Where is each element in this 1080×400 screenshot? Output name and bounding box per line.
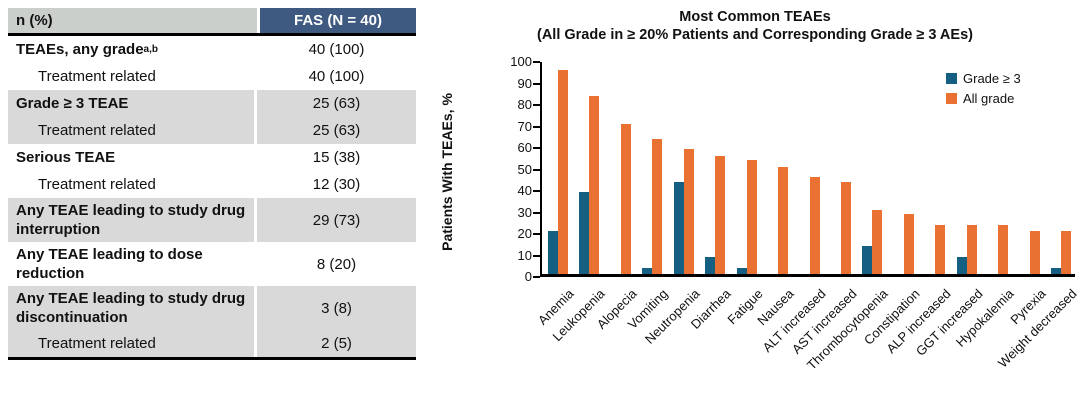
y-axis-title: Patients With TEAEs, % bbox=[439, 93, 455, 251]
allgrade-bar-ggt-increased bbox=[966, 224, 977, 274]
grade3-bar-vomiting bbox=[642, 267, 653, 274]
row-value: 8 (20) bbox=[316, 255, 357, 273]
table-row: Any TEAE leading to study drug discontin… bbox=[8, 286, 416, 330]
table-row: Treatment related 40 (100) bbox=[8, 63, 416, 90]
grade3-bar-ggt-increased bbox=[956, 256, 967, 274]
grade3-bar-diarrhea bbox=[705, 256, 716, 274]
allgrade-bar-hypokalemia bbox=[998, 224, 1009, 274]
allgrade-bar-ast-increased bbox=[840, 181, 851, 274]
chart-title-block: Most Common TEAEs (All Grade in ≥ 20% Pa… bbox=[445, 8, 1065, 44]
row-value: 15 (38) bbox=[312, 149, 361, 166]
row-value: 25 (63) bbox=[257, 90, 416, 117]
y-tick-label: 50 bbox=[517, 161, 532, 177]
chart-legend: Grade ≥ 3 All grade bbox=[946, 72, 1021, 112]
row-label: Treatment related bbox=[8, 330, 257, 357]
row-label: Serious TEAE bbox=[8, 144, 257, 171]
y-tick-mark bbox=[533, 190, 540, 192]
grade3-bar-anemia bbox=[547, 231, 558, 274]
allgrade-bar-anemia bbox=[557, 69, 568, 274]
row-label: Any TEAE leading to dose reduction bbox=[8, 242, 257, 286]
legend-entry: All grade bbox=[946, 92, 1021, 105]
allgrade-bar-weight-decreased bbox=[1061, 231, 1072, 274]
row-label: Treatment related bbox=[8, 117, 257, 144]
allgrade-bar-thrombocytopenia bbox=[872, 209, 883, 274]
row-label: TEAEs, any grade a,b bbox=[8, 36, 257, 63]
allgrade-bar-diarrhea bbox=[715, 155, 726, 274]
y-tick-mark bbox=[533, 211, 540, 214]
y-tick-label: 100 bbox=[510, 54, 532, 69]
allgrade-bar-neutropenia bbox=[683, 149, 694, 274]
plot-area: Anemia Leukopenia Alopecia Vomiting Neutrope… bbox=[535, 62, 1080, 373]
chart-subtitle: (All Grade in ≥ 20% Patients and Corresp… bbox=[537, 27, 973, 43]
allgrade-bar-nausea bbox=[778, 166, 789, 274]
allgrade-bar-pyrexia bbox=[1029, 231, 1040, 274]
y-tick-mark bbox=[533, 276, 540, 278]
chart-title: Most Common TEAEs bbox=[679, 9, 831, 25]
table-row: Treatment related 2 (5) bbox=[8, 330, 416, 357]
allgrade-bar-constipation bbox=[903, 213, 914, 274]
y-tick-mark bbox=[533, 104, 540, 106]
legend-entry: Grade ≥ 3 bbox=[946, 72, 1021, 85]
legend-swatch-icon bbox=[946, 73, 957, 84]
table-row: Treatment related 12 (30) bbox=[8, 171, 416, 198]
y-tick-label: 60 bbox=[517, 140, 532, 155]
table-row: Any TEAE leading to study drug interrupt… bbox=[8, 198, 416, 242]
legend-swatch-icon bbox=[946, 93, 957, 104]
allgrade-bar-vomiting bbox=[652, 138, 663, 274]
y-tick-label: 10 bbox=[517, 247, 532, 263]
allgrade-bar-leukopenia bbox=[589, 95, 600, 274]
teae-summary-table: n (%) FAS (N = 40) TEAEs, any grade a,b 40… bbox=[8, 8, 416, 360]
row-value: 29 (73) bbox=[257, 198, 416, 242]
row-label: Treatment related bbox=[8, 171, 257, 198]
y-tick-mark bbox=[533, 147, 540, 149]
table-row: Grade ≥ 3 TEAE 25 (63) bbox=[8, 90, 416, 117]
teae-bar-chart: Most Common TEAEs (All Grade in ≥ 20% Pa… bbox=[430, 0, 1080, 400]
table-row: Any TEAE leading to dose reduction 8 (20) bbox=[8, 242, 416, 286]
row-label: Grade ≥ 3 TEAE bbox=[8, 90, 257, 117]
y-tick-mark bbox=[533, 168, 540, 171]
table-row: Serious TEAE 15 (38) bbox=[8, 144, 416, 171]
row-label: Treatment related bbox=[8, 63, 257, 90]
row-value: 3 (8) bbox=[257, 286, 416, 330]
row-label: Any TEAE leading to study drug discontin… bbox=[8, 286, 257, 330]
allgrade-bar-alt-increased bbox=[809, 177, 820, 274]
y-tick-label: 70 bbox=[517, 118, 532, 134]
legend-label: All grade bbox=[963, 91, 1015, 106]
allgrade-bar-alp-increased bbox=[935, 224, 946, 274]
row-value: 40 (100) bbox=[308, 41, 365, 58]
row-value: 25 (63) bbox=[257, 117, 416, 144]
grade3-bar-thrombocytopenia bbox=[862, 246, 873, 274]
y-tick-label: 90 bbox=[517, 75, 532, 91]
y-tick-label: 30 bbox=[517, 204, 532, 220]
y-tick-label: 40 bbox=[517, 183, 532, 198]
row-value: 12 (30) bbox=[312, 176, 361, 193]
y-tick-mark bbox=[533, 82, 540, 85]
y-tick-mark bbox=[533, 233, 540, 235]
grade3-bar-leukopenia bbox=[579, 192, 590, 274]
grade3-bar-weight-decreased bbox=[1051, 267, 1062, 274]
y-tick-label: 20 bbox=[517, 226, 532, 241]
grade3-bar-neutropenia bbox=[673, 181, 684, 274]
table-body: TEAEs, any grade a,b 40 (100) Treatment rel… bbox=[8, 36, 416, 357]
row-value: 40 (100) bbox=[308, 68, 365, 85]
y-tick-mark bbox=[533, 125, 540, 128]
y-tick-mark bbox=[533, 61, 540, 63]
grade3-bar-fatigue bbox=[736, 267, 747, 274]
allgrade-bar-alopecia bbox=[620, 123, 631, 274]
row-label: Any TEAE leading to study drug interrupt… bbox=[8, 198, 257, 242]
table-row: Treatment related 25 (63) bbox=[8, 117, 416, 144]
row-value: 2 (5) bbox=[257, 330, 416, 357]
table-header-fas: FAS (N = 40) bbox=[260, 8, 416, 33]
y-tick-label: 80 bbox=[517, 97, 532, 112]
y-tick-label: 0 bbox=[524, 269, 532, 284]
table-row: TEAEs, any grade a,b 40 (100) bbox=[8, 36, 416, 63]
allgrade-bar-fatigue bbox=[746, 160, 757, 274]
table-header-row: n (%) FAS (N = 40) bbox=[8, 8, 416, 36]
legend-label: Grade ≥ 3 bbox=[963, 71, 1021, 86]
y-tick-mark bbox=[533, 254, 540, 257]
table-header-n-pct: n (%) bbox=[8, 8, 257, 33]
